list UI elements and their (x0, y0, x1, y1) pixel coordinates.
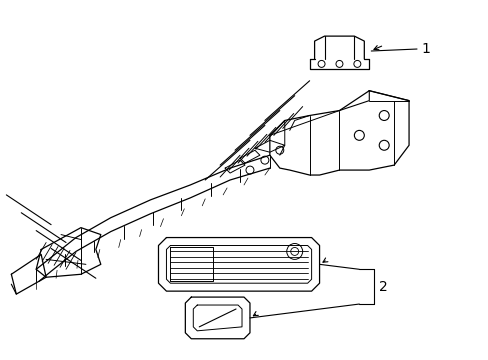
Text: 1: 1 (420, 42, 429, 56)
Text: 2: 2 (379, 280, 387, 294)
